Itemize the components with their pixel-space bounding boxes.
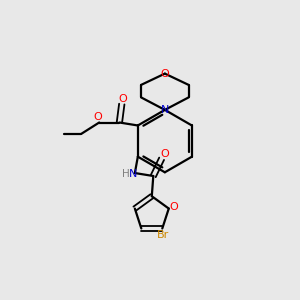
Text: Br: Br: [157, 230, 169, 240]
Text: O: O: [170, 202, 178, 212]
Text: O: O: [160, 149, 169, 159]
Text: H: H: [122, 169, 130, 178]
Text: O: O: [160, 69, 169, 79]
Text: N: N: [129, 169, 138, 178]
Text: O: O: [94, 112, 102, 122]
Text: N: N: [161, 105, 169, 115]
Text: O: O: [118, 94, 127, 104]
